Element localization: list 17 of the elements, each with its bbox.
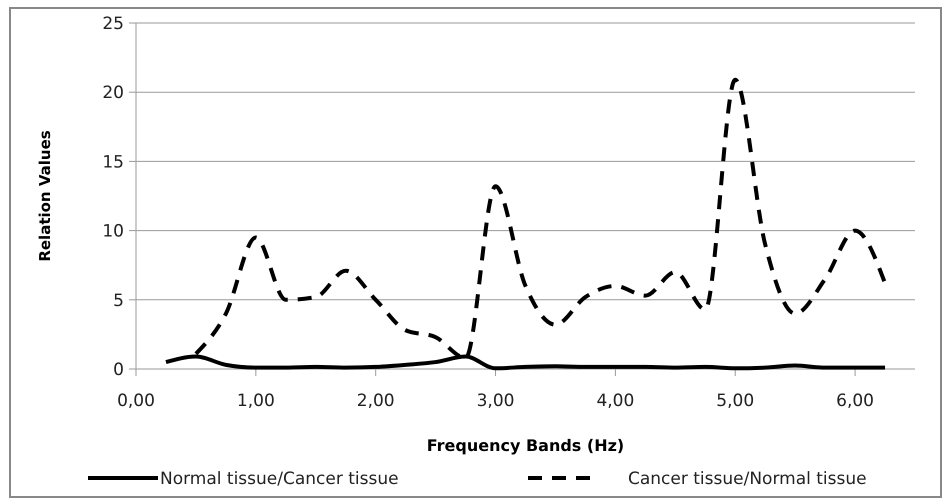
x-tick-label: 3,00	[476, 391, 514, 411]
x-tick-label: 1,00	[236, 391, 275, 411]
y-tick-label: 15	[102, 152, 124, 172]
y-tick-label: 20	[102, 83, 124, 104]
x-tick-label: 5,00	[716, 391, 754, 411]
y-tick-label: 5	[113, 290, 124, 311]
x-tick-label: 0,00	[117, 391, 155, 411]
x-tick-label: 6,00	[836, 391, 874, 411]
y-tick-label: 10	[102, 222, 124, 242]
y-axis-title: Relation Values	[36, 130, 54, 262]
legend-label: Cancer tissue/Normal tissue	[628, 468, 867, 489]
legend-label: Normal tissue/Cancer tissue	[160, 468, 399, 489]
x-axis-title: Frequency Bands (Hz)	[426, 436, 624, 455]
y-tick-label: 0	[113, 360, 124, 380]
x-tick-label: 2,00	[356, 391, 395, 411]
x-tick-label: 4,00	[596, 391, 634, 411]
y-tick-label: 25	[102, 14, 124, 34]
